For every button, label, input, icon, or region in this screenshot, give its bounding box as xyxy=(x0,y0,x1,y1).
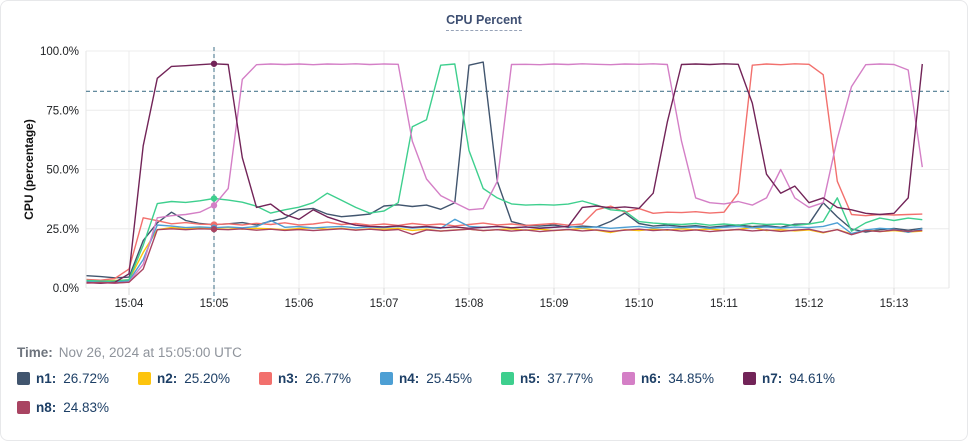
legend-item-n6[interactable]: n6: 34.85% xyxy=(622,371,743,386)
series-line-n5[interactable] xyxy=(86,63,923,282)
x-tick-label: 15:13 xyxy=(880,298,909,310)
legend-swatch xyxy=(17,401,30,414)
x-tick-label: 15:12 xyxy=(795,298,824,310)
legend-series-value: 25.45% xyxy=(426,371,473,386)
legend-series-name: n8: xyxy=(36,400,57,415)
legend-item-n3[interactable]: n3: 26.77% xyxy=(259,371,380,386)
legend-series-name: n3: xyxy=(278,371,299,386)
crosshair-marker-n6 xyxy=(210,202,218,209)
chart-title: CPU Percent xyxy=(1,11,967,31)
time-label: Time: xyxy=(17,345,53,360)
legend-swatch xyxy=(380,372,393,385)
legend-item-n2[interactable]: n2: 25.20% xyxy=(138,371,259,386)
legend-swatch xyxy=(622,372,635,385)
crosshair-marker-n5 xyxy=(210,195,218,202)
series-line-n2[interactable] xyxy=(86,226,923,282)
y-tick-label: 0.0% xyxy=(53,283,79,295)
time-value: Nov 26, 2024 at 15:05:00 UTC xyxy=(58,345,242,360)
legend-item-n4[interactable]: n4: 25.45% xyxy=(380,371,501,386)
legend-series-value: 25.20% xyxy=(184,371,231,386)
x-tick-label: 15:06 xyxy=(285,298,314,310)
legend-series-name: n4: xyxy=(399,371,420,386)
legend-item-n1[interactable]: n1: 26.72% xyxy=(17,371,138,386)
series-line-n3[interactable] xyxy=(86,63,923,281)
legend-series-name: n7: xyxy=(762,371,783,386)
y-tick-label: 75.0% xyxy=(46,105,79,117)
chart-legend: n1: 26.72% n2: 25.20% n3: 26.77% n4: 25.45% n5: 3… xyxy=(17,371,957,415)
legend-item-n5[interactable]: n5: 37.77% xyxy=(501,371,622,386)
legend-series-value: 34.85% xyxy=(668,371,715,386)
legend-series-value: 26.77% xyxy=(305,371,352,386)
y-tick-label: 50.0% xyxy=(46,165,79,177)
y-tick-label: 100.0% xyxy=(40,46,79,58)
series-line-n6[interactable] xyxy=(86,63,923,284)
legend-swatch xyxy=(743,372,756,385)
y-tick-label: 25.0% xyxy=(46,224,79,236)
legend-item-n8[interactable]: n8: 24.83% xyxy=(17,400,138,415)
x-tick-label: 15:10 xyxy=(625,298,654,310)
legend-series-name: n2: xyxy=(157,371,178,386)
crosshair-time-readout: Time: Nov 26, 2024 at 15:05:00 UTC xyxy=(17,345,242,360)
x-tick-label: 15:08 xyxy=(455,298,484,310)
chart-title-text[interactable]: CPU Percent xyxy=(446,13,522,31)
series-line-n8[interactable] xyxy=(86,228,923,284)
legend-series-name: n5: xyxy=(520,371,541,386)
x-tick-label: 15:05 xyxy=(200,298,229,310)
legend-series-value: 26.72% xyxy=(63,371,110,386)
x-tick-label: 15:04 xyxy=(115,298,144,310)
legend-series-value: 94.61% xyxy=(789,371,836,386)
cpu-chart-svg[interactable]: 0.0% 25.0% 50.0% 75.0% 100.0% 15:04 15:05 15:06… xyxy=(1,1,968,331)
legend-series-value: 37.77% xyxy=(547,371,594,386)
crosshair-marker-n7 xyxy=(210,60,218,67)
x-tick-label: 15:11 xyxy=(710,298,738,310)
legend-swatch xyxy=(138,372,151,385)
series-line-n7[interactable] xyxy=(86,63,923,284)
legend-series-name: n6: xyxy=(641,371,662,386)
y-axis-title: CPU (percentage) xyxy=(22,119,36,220)
x-tick-label: 15:07 xyxy=(370,298,399,310)
legend-item-n7[interactable]: n7: 94.61% xyxy=(743,371,864,386)
crosshair-marker-n8 xyxy=(210,225,218,233)
legend-swatch xyxy=(501,372,514,385)
legend-swatch xyxy=(259,372,272,385)
legend-swatch xyxy=(17,372,30,385)
legend-series-name: n1: xyxy=(36,371,57,386)
legend-series-value: 24.83% xyxy=(63,400,110,415)
x-tick-label: 15:09 xyxy=(540,298,569,310)
